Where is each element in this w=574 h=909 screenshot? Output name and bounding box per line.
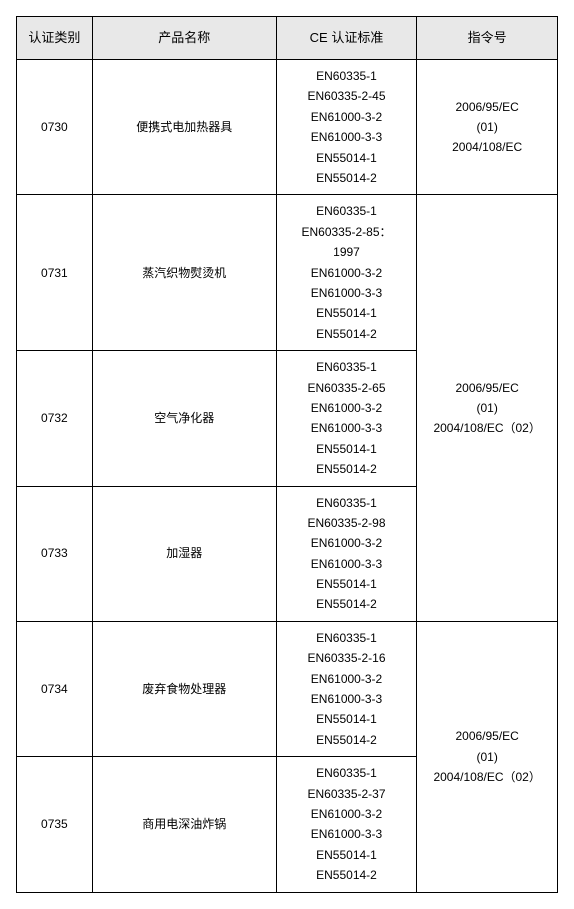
cell-directive-merged: 2006/95/EC(01)2004/108/EC（02） — [417, 621, 558, 892]
cell-product: 加湿器 — [92, 486, 276, 621]
cell-standards: EN60335-1EN60335-2-45EN61000-3-2EN61000-… — [276, 60, 417, 195]
certification-table: 认证类别 产品名称 CE 认证标准 指令号 0730 便携式电加热器具 EN60… — [16, 16, 558, 893]
cell-product: 商用电深油炸锅 — [92, 757, 276, 892]
cell-product: 空气净化器 — [92, 351, 276, 486]
cell-directive: 2006/95/EC(01)2004/108/EC — [417, 60, 558, 195]
cell-category: 0731 — [17, 195, 93, 351]
cell-product: 蒸汽织物熨烫机 — [92, 195, 276, 351]
header-directive: 指令号 — [417, 17, 558, 60]
cell-standards: EN60335-1EN60335-2-65EN61000-3-2EN61000-… — [276, 351, 417, 486]
cell-category: 0734 — [17, 621, 93, 756]
cell-standards: EN60335-1EN60335-2-37EN61000-3-2EN61000-… — [276, 757, 417, 892]
cell-standards: EN60335-1EN60335-2-98EN61000-3-2EN61000-… — [276, 486, 417, 621]
table-header-row: 认证类别 产品名称 CE 认证标准 指令号 — [17, 17, 558, 60]
header-standard: CE 认证标准 — [276, 17, 417, 60]
cell-standards: EN60335-1EN60335-2-16EN61000-3-2EN61000-… — [276, 621, 417, 756]
header-product: 产品名称 — [92, 17, 276, 60]
cell-category: 0735 — [17, 757, 93, 892]
header-category: 认证类别 — [17, 17, 93, 60]
cell-category: 0733 — [17, 486, 93, 621]
cell-standards: EN60335-1EN60335-2-85：1997EN61000-3-2EN6… — [276, 195, 417, 351]
cell-category: 0732 — [17, 351, 93, 486]
table-row: 0734 废弃食物处理器 EN60335-1EN60335-2-16EN6100… — [17, 621, 558, 756]
table-row: 0731 蒸汽织物熨烫机 EN60335-1EN60335-2-85：1997E… — [17, 195, 558, 351]
table-row: 0730 便携式电加热器具 EN60335-1EN60335-2-45EN610… — [17, 60, 558, 195]
cell-directive-merged: 2006/95/EC(01)2004/108/EC（02） — [417, 195, 558, 621]
cell-category: 0730 — [17, 60, 93, 195]
cell-product: 便携式电加热器具 — [92, 60, 276, 195]
cell-product: 废弃食物处理器 — [92, 621, 276, 756]
